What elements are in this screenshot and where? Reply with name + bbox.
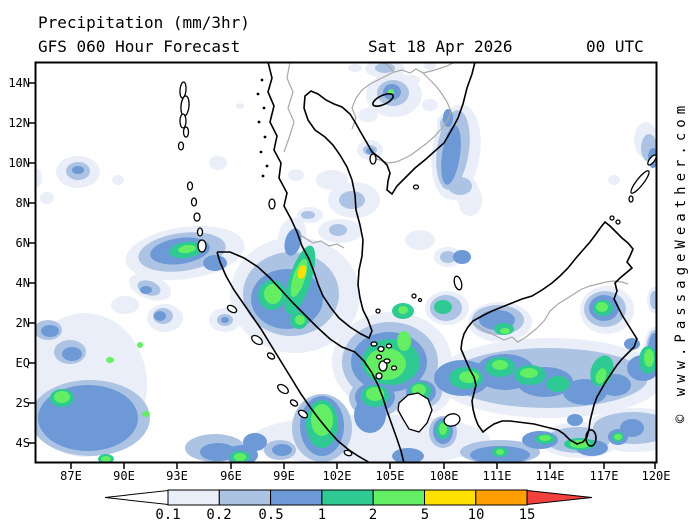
lat-label: 2S [15, 396, 30, 410]
map-frame [34, 61, 658, 464]
lon-label: 111E [482, 469, 512, 483]
islands [177, 81, 656, 457]
lat-label: 4N [15, 276, 30, 290]
model-run-label: GFS 060 Hour Forecast [38, 37, 241, 56]
lat-label: 6N [15, 236, 30, 250]
legend-value: 0.1 [155, 507, 181, 523]
lon-label: 90E [113, 469, 135, 483]
lat-label: 14N [8, 76, 30, 90]
lon-label: 117E [589, 469, 619, 483]
lon-label: 99E [273, 469, 295, 483]
lon-label: 108E [429, 469, 459, 483]
lon-label: 96E [220, 469, 242, 483]
legend-value: 15 [518, 507, 536, 523]
coast-borneo [460, 220, 638, 445]
lat-label: EQ [15, 356, 30, 370]
country-borders [283, 63, 629, 343]
lat-label: 4S [15, 436, 30, 450]
valid-date: Sat 18 Apr 2026 [368, 37, 513, 56]
lon-label: 105E [375, 469, 405, 483]
coast-mainland [267, 63, 476, 340]
lon-label: 114E [535, 469, 565, 483]
lat-label: 10N [8, 156, 30, 170]
legend-colorbar [104, 489, 593, 506]
lat-label: 8N [15, 196, 30, 210]
legend-value: 0.2 [206, 507, 232, 523]
lon-label: 102E [322, 469, 352, 483]
legend-value: 2 [368, 507, 378, 523]
precipitation-fills [36, 63, 656, 462]
precip-band-5 [297, 265, 307, 279]
coast-sumatra-w [216, 251, 370, 462]
lon-label: 87E [60, 469, 82, 483]
small-islets [256, 78, 269, 178]
map-title: Precipitation (mm/3hr) [38, 13, 250, 32]
legend-over-arrow [526, 489, 593, 506]
coastlines [216, 63, 638, 462]
island-laut [585, 429, 597, 447]
valid-time: 00 UTC [586, 37, 644, 56]
lake-tonle-sap [372, 93, 394, 107]
axis-ticks [28, 82, 656, 469]
lat-label: 2N [15, 316, 30, 330]
lat-label: 12N [8, 116, 30, 130]
lon-label: 93E [166, 469, 188, 483]
legend-under-arrow [104, 489, 169, 506]
legend-value: 0.5 [258, 507, 284, 523]
lon-label: 120E [641, 469, 671, 483]
coast-sumatra-ne [217, 251, 405, 462]
legend-value: 5 [420, 507, 430, 523]
attribution-watermark: © www.PassageWeather.com [673, 100, 689, 424]
legend-value: 1 [317, 507, 327, 523]
legend-value: 10 [467, 507, 485, 523]
